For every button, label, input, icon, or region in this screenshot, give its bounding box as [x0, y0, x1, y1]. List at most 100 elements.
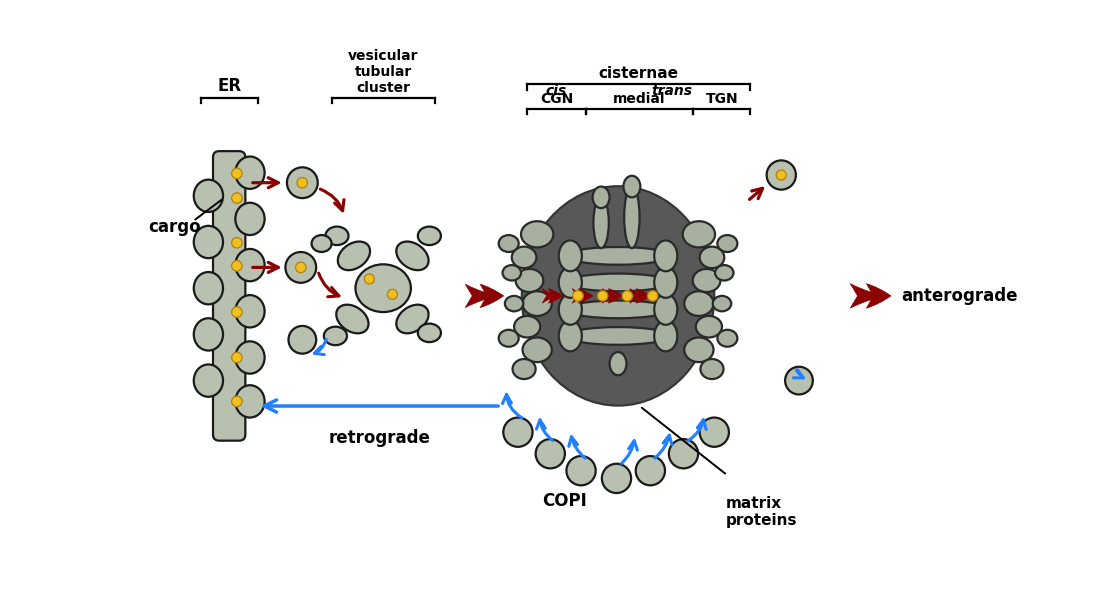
Ellipse shape	[336, 305, 368, 333]
Ellipse shape	[355, 264, 411, 312]
Ellipse shape	[654, 240, 677, 271]
Ellipse shape	[713, 296, 731, 312]
Ellipse shape	[235, 385, 265, 417]
Circle shape	[232, 238, 243, 248]
Ellipse shape	[338, 241, 371, 270]
Circle shape	[536, 439, 565, 468]
Ellipse shape	[566, 247, 670, 265]
Ellipse shape	[592, 186, 610, 208]
Circle shape	[232, 352, 243, 363]
Ellipse shape	[684, 338, 714, 362]
Text: vesicular
tubular
cluster: vesicular tubular cluster	[347, 48, 418, 95]
Ellipse shape	[396, 241, 429, 270]
Text: COPI: COPI	[542, 492, 587, 510]
Ellipse shape	[418, 324, 441, 342]
Ellipse shape	[505, 296, 523, 312]
Ellipse shape	[559, 240, 582, 271]
Ellipse shape	[235, 157, 265, 189]
Ellipse shape	[559, 294, 582, 325]
Ellipse shape	[522, 186, 715, 405]
Text: anterograde: anterograde	[901, 287, 1018, 305]
Circle shape	[289, 326, 317, 354]
Ellipse shape	[235, 341, 265, 374]
Circle shape	[296, 262, 306, 273]
Circle shape	[602, 464, 631, 493]
Circle shape	[387, 289, 397, 299]
Ellipse shape	[654, 321, 677, 352]
Ellipse shape	[684, 291, 714, 316]
Text: matrix
proteins: matrix proteins	[726, 496, 797, 529]
Ellipse shape	[194, 226, 223, 258]
Circle shape	[635, 456, 665, 485]
Circle shape	[232, 168, 243, 178]
Text: cis: cis	[546, 84, 567, 98]
Circle shape	[647, 290, 657, 301]
Ellipse shape	[235, 249, 265, 281]
Circle shape	[622, 290, 632, 301]
Circle shape	[503, 417, 533, 447]
Circle shape	[572, 290, 583, 301]
Text: ER: ER	[217, 77, 242, 95]
Ellipse shape	[566, 273, 670, 291]
Ellipse shape	[194, 180, 223, 212]
Text: TGN: TGN	[706, 92, 738, 106]
Circle shape	[364, 274, 374, 284]
Ellipse shape	[194, 318, 223, 350]
Ellipse shape	[499, 330, 518, 347]
Ellipse shape	[623, 176, 641, 197]
Ellipse shape	[521, 221, 554, 247]
Ellipse shape	[235, 295, 265, 327]
Circle shape	[668, 439, 698, 468]
Circle shape	[232, 193, 243, 203]
Ellipse shape	[523, 291, 552, 316]
Ellipse shape	[311, 235, 332, 252]
Ellipse shape	[515, 269, 544, 292]
Ellipse shape	[503, 265, 521, 281]
Ellipse shape	[717, 235, 738, 252]
Ellipse shape	[235, 203, 265, 235]
Ellipse shape	[512, 247, 536, 268]
Ellipse shape	[654, 294, 677, 325]
Circle shape	[777, 170, 786, 180]
Ellipse shape	[499, 235, 518, 252]
Circle shape	[232, 396, 243, 407]
Text: medial: medial	[613, 92, 666, 106]
Circle shape	[286, 252, 317, 283]
Circle shape	[232, 307, 243, 317]
Ellipse shape	[693, 269, 720, 292]
Circle shape	[785, 367, 813, 394]
Ellipse shape	[324, 327, 347, 345]
Circle shape	[287, 168, 318, 198]
Ellipse shape	[566, 327, 670, 345]
Circle shape	[567, 456, 596, 485]
Ellipse shape	[559, 267, 582, 298]
Ellipse shape	[700, 359, 724, 379]
Circle shape	[767, 160, 796, 189]
Text: cargo: cargo	[148, 218, 201, 235]
Ellipse shape	[715, 265, 733, 281]
Ellipse shape	[523, 338, 552, 362]
Ellipse shape	[418, 227, 441, 245]
Ellipse shape	[513, 359, 536, 379]
Ellipse shape	[593, 197, 609, 248]
Ellipse shape	[566, 301, 670, 318]
Ellipse shape	[194, 272, 223, 304]
Ellipse shape	[624, 186, 640, 248]
Ellipse shape	[696, 316, 722, 338]
Ellipse shape	[194, 364, 223, 397]
Ellipse shape	[396, 305, 429, 333]
Circle shape	[297, 177, 308, 188]
Ellipse shape	[717, 330, 738, 347]
FancyBboxPatch shape	[213, 151, 245, 440]
Circle shape	[232, 261, 243, 271]
Text: retrograde: retrograde	[329, 429, 430, 447]
Ellipse shape	[325, 227, 349, 245]
Ellipse shape	[514, 316, 540, 338]
Text: trans: trans	[652, 84, 693, 98]
Circle shape	[699, 417, 729, 447]
Ellipse shape	[654, 267, 677, 298]
Ellipse shape	[683, 221, 715, 247]
Circle shape	[598, 290, 608, 301]
Ellipse shape	[610, 352, 627, 375]
Text: CGN: CGN	[539, 92, 574, 106]
